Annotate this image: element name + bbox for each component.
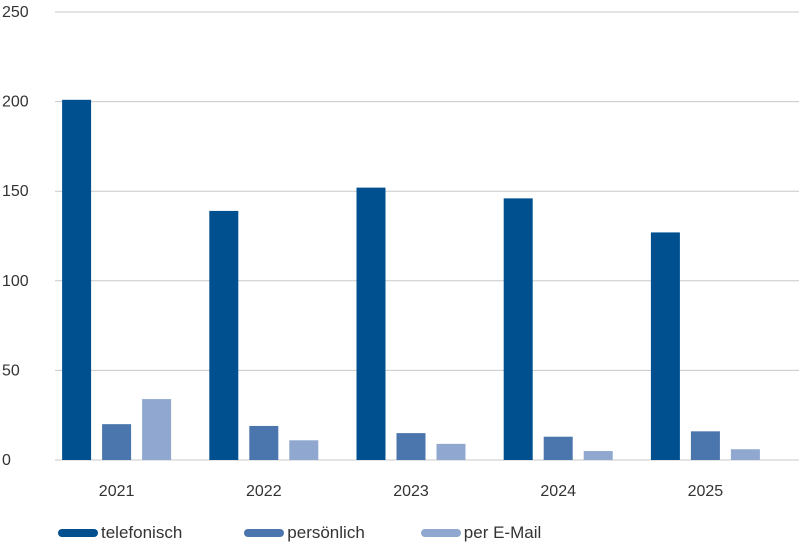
bar-2022-0 (209, 210, 239, 460)
x-tick-label: 2023 (393, 483, 429, 500)
y-tick-label: 0 (2, 452, 11, 469)
legend: telefonisch persönlich per E-Mail (58, 522, 541, 544)
bar-2023-1 (396, 433, 426, 460)
y-tick-label: 100 (2, 273, 29, 290)
bar-2025-0 (650, 232, 680, 460)
y-tick-label: 250 (2, 4, 29, 21)
bar-2021-0 (62, 99, 92, 461)
bar-2024-2 (583, 451, 613, 460)
bar-chart: 0 50 100 150 200 250 2021 2022 2023 2024 2025 (2, 4, 799, 500)
bar-2021-1 (102, 424, 132, 460)
x-axis-ticks: 2021 2022 2023 2024 2025 (99, 483, 723, 500)
legend-item-persoenlich: persönlich (244, 523, 365, 543)
legend-label-per-email: per E-Mail (463, 523, 542, 542)
x-tick-label: 2021 (99, 483, 135, 500)
bar-2025-1 (690, 431, 720, 460)
x-tick-label: 2025 (688, 483, 724, 500)
legend-label-persoenlich: persönlich (287, 523, 365, 542)
x-tick-label: 2024 (540, 483, 576, 500)
x-tick-label: 2022 (246, 483, 282, 500)
legend-label-telefonisch: telefonisch (101, 523, 183, 542)
bar-2024-1 (543, 436, 573, 460)
y-tick-label: 200 (2, 94, 29, 111)
gridlines (55, 11, 799, 461)
bars (62, 99, 760, 461)
bar-2022-1 (249, 425, 279, 460)
bar-2023-0 (356, 187, 386, 460)
legend-swatch-telefonisch (58, 529, 98, 537)
legend-item-telefonisch: telefonisch (58, 523, 182, 543)
bar-2021-2 (142, 399, 172, 460)
bar-2025-2 (730, 449, 760, 460)
y-tick-label: 150 (2, 183, 29, 200)
legend-swatch-per-email (420, 529, 461, 537)
bar-2024-0 (503, 198, 533, 461)
legend-item-per-email: per E-Mail (420, 523, 542, 543)
y-tick-label: 50 (2, 362, 20, 379)
bar-2022-2 (289, 440, 319, 460)
bar-2023-2 (436, 443, 466, 460)
y-axis-ticks: 0 50 100 150 200 250 (2, 4, 29, 469)
legend-swatch-persoenlich (244, 529, 285, 537)
